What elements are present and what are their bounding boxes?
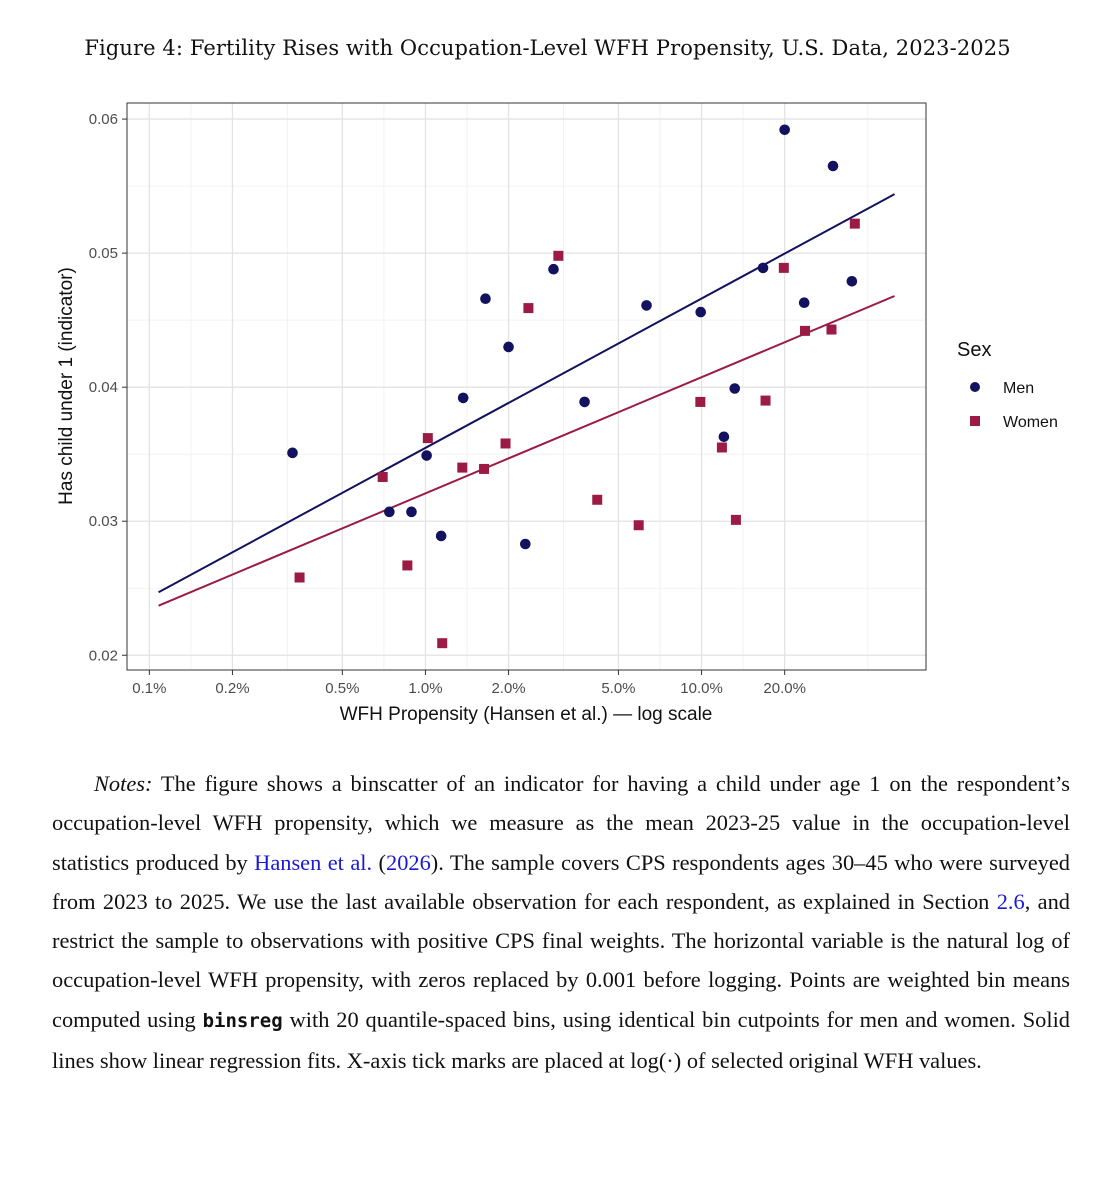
point-men [520, 538, 531, 550]
citation-link-author[interactable]: Hansen et al. [254, 849, 373, 875]
legend-label-women: Women [1003, 414, 1058, 431]
notes-code: binsreg [202, 1009, 283, 1032]
panel-border [126, 102, 927, 671]
point-men [435, 530, 447, 542]
point-women [457, 462, 468, 473]
legend-label-men: Men [1003, 380, 1034, 397]
point-women [849, 218, 860, 229]
x-axis-title: WFH Propensity (Hansen et al.) — log sca… [340, 704, 713, 725]
notes-text-4: with 20 quantile-spaced bins, using iden… [52, 1006, 1070, 1074]
legend-key-men [970, 382, 980, 392]
legend-title: Sex [957, 339, 991, 361]
point-women [437, 638, 448, 649]
point-women [479, 463, 490, 474]
point-men [579, 396, 590, 408]
citation-link-year[interactable]: 2026 [386, 849, 431, 875]
x-tick-label: 2.0% [491, 680, 525, 697]
point-women [778, 262, 789, 273]
notes-text-3: , and restrict the sample to observation… [52, 888, 1070, 1032]
fit-line-men [158, 193, 896, 594]
notes-label: Notes: [94, 771, 153, 796]
point-men [798, 297, 810, 309]
x-tick-label: 10.0% [680, 680, 723, 697]
fit-lines [158, 193, 896, 607]
point-men [695, 306, 707, 318]
axes: 0.1% 0.2% 0.5% 1.0% 2.0% 5.0% 10.0% 20.0% 0.02 0.… [89, 111, 806, 697]
point-women [760, 395, 771, 406]
section-link[interactable]: 2.6 [996, 888, 1025, 914]
point-women [730, 514, 741, 525]
point-women [716, 442, 727, 453]
point-men [729, 383, 741, 394]
x-tick-label: 5.0% [601, 680, 635, 697]
point-men [779, 124, 790, 136]
y-tick-label: 0.06 [89, 111, 118, 128]
point-men [384, 506, 395, 518]
x-tick-label: 1.0% [408, 680, 442, 697]
point-men [757, 262, 769, 274]
point-men [718, 431, 730, 443]
x-tick-label: 0.1% [132, 680, 166, 697]
point-women [523, 303, 534, 314]
fit-line-women [158, 295, 895, 607]
point-women [695, 396, 706, 407]
point-men [827, 160, 839, 172]
x-tick-label: 0.2% [215, 680, 249, 697]
point-men [846, 275, 858, 287]
point-women [553, 250, 564, 261]
point-men [548, 263, 559, 275]
notes-text-1: The figure shows a binscatter of an indi… [52, 771, 1070, 875]
point-women [294, 572, 305, 583]
point-men [457, 392, 469, 404]
grid [127, 103, 926, 670]
binscatter-chart: 0.1% 0.2% 0.5% 1.0% 2.0% 5.0% 10.0% 20.0% 0.02 0.… [56, 102, 1058, 725]
point-women [826, 324, 837, 335]
point-men [421, 450, 432, 461]
point-women [633, 520, 644, 531]
y-tick-label: 0.02 [89, 647, 118, 664]
y-tick-label: 0.05 [89, 245, 118, 262]
point-men [503, 341, 514, 353]
figure-caption: Figure 4: Fertility Rises with Occupatio… [84, 36, 1011, 60]
x-tick-label: 0.5% [325, 680, 359, 697]
point-women [402, 560, 413, 571]
point-men [406, 506, 417, 518]
point-women [500, 438, 511, 449]
y-tick-label: 0.04 [89, 379, 118, 396]
data-points [287, 124, 860, 649]
point-men [480, 293, 491, 305]
legend: Sex Men Women [957, 339, 1058, 431]
point-women [592, 494, 603, 505]
x-tick-label: 20.0% [763, 680, 806, 697]
notes-text-2: ). The sample covers CPS respondents age… [52, 849, 1070, 914]
legend-key-women [970, 416, 980, 426]
point-women [422, 433, 433, 444]
point-men [641, 300, 652, 311]
y-tick-label: 0.03 [89, 513, 118, 530]
point-women [800, 325, 811, 336]
y-axis-title: Has child under 1 (indicator) [56, 267, 77, 505]
notes-paren: ( [372, 849, 387, 875]
point-men [287, 447, 298, 459]
figure-notes: Notes: The figure shows a binscatter of … [52, 764, 1070, 1080]
point-women [377, 471, 388, 482]
